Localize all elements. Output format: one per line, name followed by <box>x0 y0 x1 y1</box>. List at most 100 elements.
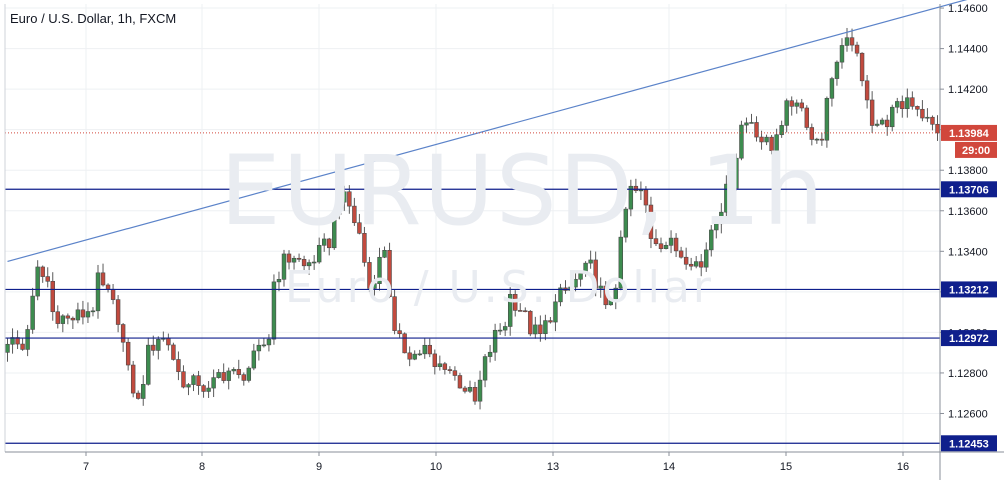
candle-body[interactable] <box>688 263 694 267</box>
candle-body[interactable] <box>30 295 35 330</box>
candle-body[interactable] <box>342 191 347 203</box>
candle-body[interactable] <box>734 157 739 189</box>
candle-body[interactable] <box>75 309 81 321</box>
candle-body[interactable] <box>171 344 176 360</box>
candle-body[interactable] <box>241 374 246 381</box>
candle-body[interactable] <box>543 320 548 335</box>
candle-body[interactable] <box>65 315 71 319</box>
candle-body[interactable] <box>905 97 910 109</box>
candle-body[interactable] <box>558 287 563 303</box>
candle-body[interactable] <box>206 387 211 392</box>
candle-body[interactable] <box>50 280 55 313</box>
candle-body[interactable] <box>296 257 302 260</box>
candle-body[interactable] <box>663 245 669 249</box>
candle-body[interactable] <box>412 353 417 360</box>
candle-body[interactable] <box>442 363 448 370</box>
candle-body[interactable] <box>502 326 508 331</box>
candle-body[interactable] <box>60 315 66 324</box>
candle-body[interactable] <box>181 371 186 388</box>
candle-body[interactable] <box>110 288 116 300</box>
candle-body[interactable] <box>417 353 422 356</box>
candle-body[interactable] <box>814 138 820 141</box>
candle-body[interactable] <box>266 338 272 346</box>
candle-body[interactable] <box>130 364 136 394</box>
candle-body[interactable] <box>618 236 624 289</box>
candle-body[interactable] <box>90 310 96 313</box>
trendline[interactable] <box>7 0 973 263</box>
candle-body[interactable] <box>321 238 327 246</box>
candle-body[interactable] <box>895 101 900 108</box>
candle-body[interactable] <box>533 324 538 335</box>
candle-body[interactable] <box>799 102 804 109</box>
candle-body[interactable] <box>759 136 764 143</box>
candle-body[interactable] <box>819 138 825 141</box>
candle-body[interactable] <box>316 245 322 263</box>
candle-body[interactable] <box>829 78 835 99</box>
candle-body[interactable] <box>427 344 432 355</box>
candle-body[interactable] <box>357 222 362 234</box>
candle-body[interactable] <box>306 262 312 267</box>
candle-body[interactable] <box>196 375 201 386</box>
candle-body[interactable] <box>447 369 453 371</box>
candle-body[interactable] <box>261 344 267 347</box>
candle-body[interactable] <box>859 52 865 82</box>
candle-body[interactable] <box>392 296 397 331</box>
candle-body[interactable] <box>115 299 121 325</box>
candle-body[interactable] <box>648 204 654 239</box>
candle-body[interactable] <box>271 281 277 340</box>
candle-body[interactable] <box>105 284 111 290</box>
candle-body[interactable] <box>673 237 679 252</box>
candle-body[interactable] <box>900 101 905 109</box>
candle-body[interactable] <box>724 183 729 213</box>
candle-body[interactable] <box>231 369 236 372</box>
candle-body[interactable] <box>201 385 206 392</box>
candle-body[interactable] <box>191 375 196 385</box>
candle-body[interactable] <box>5 343 10 353</box>
candle-body[interactable] <box>668 237 674 246</box>
candle-body[interactable] <box>523 310 528 313</box>
candle-body[interactable] <box>920 108 925 119</box>
candle-body[interactable] <box>120 324 126 343</box>
candle-body[interactable] <box>915 106 920 110</box>
candle-body[interactable] <box>794 102 799 107</box>
candle-body[interactable] <box>553 301 558 323</box>
candle-body[interactable] <box>714 223 719 231</box>
candle-body[interactable] <box>422 344 427 355</box>
candle-body[interactable] <box>166 338 171 346</box>
candle-body[interactable] <box>216 372 221 378</box>
candle-body[interactable] <box>874 123 880 126</box>
candle-body[interactable] <box>141 384 146 399</box>
candle-body[interactable] <box>256 344 262 352</box>
candle-body[interactable] <box>251 350 257 369</box>
candle-body[interactable] <box>337 201 342 215</box>
candle-body[interactable] <box>769 136 774 151</box>
candle-body[interactable] <box>608 299 613 306</box>
candle-body[interactable] <box>221 372 226 381</box>
candle-body[interactable] <box>683 256 689 265</box>
candle-body[interactable] <box>311 261 317 264</box>
candle-body[interactable] <box>85 311 91 318</box>
candle-body[interactable] <box>628 185 634 210</box>
candle-body[interactable] <box>487 351 493 357</box>
candle-body[interactable] <box>35 266 40 297</box>
candle-body[interactable] <box>834 61 840 79</box>
candle-body[interactable] <box>467 387 473 392</box>
candle-body[interactable] <box>397 330 402 335</box>
candle-body[interactable] <box>658 243 664 249</box>
candle-body[interactable] <box>377 256 382 284</box>
candle-body[interactable] <box>709 229 714 251</box>
candle-body[interactable] <box>151 344 156 351</box>
candle-body[interactable] <box>925 116 930 119</box>
candle-body[interactable] <box>693 261 699 267</box>
candle-body[interactable] <box>100 272 106 286</box>
candle-body[interactable] <box>513 293 518 311</box>
candle-body[interactable] <box>276 279 282 283</box>
candle-body[interactable] <box>583 262 588 274</box>
candle-body[interactable] <box>518 310 523 312</box>
candle-body[interactable] <box>849 37 855 46</box>
candle-body[interactable] <box>457 375 463 389</box>
candle-body[interactable] <box>452 370 458 376</box>
candle-body[interactable] <box>291 257 297 263</box>
candle-body[interactable] <box>332 213 337 249</box>
candle-body[interactable] <box>729 183 734 189</box>
